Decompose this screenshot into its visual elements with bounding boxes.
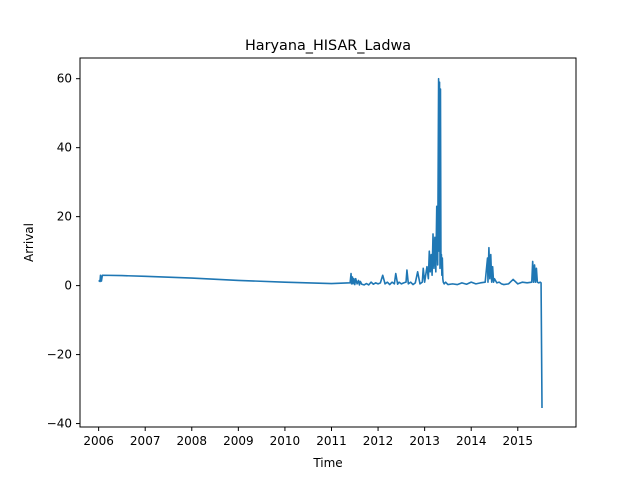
series-line: [98, 77, 543, 409]
x-tick-label: 2014: [456, 434, 487, 448]
x-tick-label: 2011: [316, 434, 347, 448]
y-tick-label: 20: [57, 210, 72, 224]
y-tick-label: 0: [64, 279, 72, 293]
plot-area: [80, 58, 576, 427]
y-tick-label: 60: [57, 72, 72, 86]
x-tick-label: 2008: [177, 434, 208, 448]
y-axis: −40 −20 0 20 40 60: [47, 72, 80, 431]
x-tick-label: 2013: [409, 434, 440, 448]
x-tick-label: 2009: [223, 434, 254, 448]
x-tick-label: 2007: [130, 434, 161, 448]
y-tick-label: 40: [57, 141, 72, 155]
x-tick-label: 2015: [503, 434, 534, 448]
plot-lines: [98, 77, 543, 409]
y-tick-label: −20: [47, 348, 72, 362]
x-tick-label: 2010: [270, 434, 301, 448]
plot-frame: [79, 57, 577, 428]
y-tick-label: −40: [47, 417, 72, 431]
y-axis-label: Arrival: [22, 223, 36, 262]
chart-title: Haryana_HISAR_Ladwa: [245, 38, 411, 54]
x-tick-label: 2006: [83, 434, 114, 448]
x-tick-label: 2012: [363, 434, 394, 448]
x-axis-label: Time: [312, 456, 342, 470]
x-axis: 2006 2007 2008 2009 2010 2011 2012 2013 2014 2015: [83, 427, 533, 448]
